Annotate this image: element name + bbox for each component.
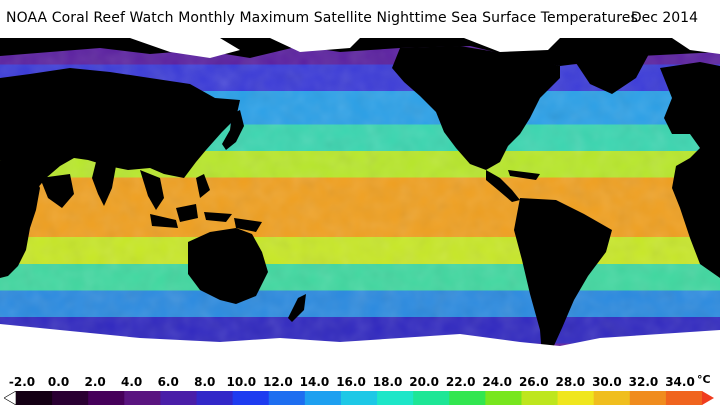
map-date: Dec 2014 <box>630 10 698 26</box>
colorbar-tick-label: 30.0 <box>592 375 622 389</box>
colorbar-segment <box>196 391 234 405</box>
colorbar-segment <box>593 391 631 405</box>
header: NOAA Coral Reef Watch Monthly Maximum Sa… <box>0 0 720 38</box>
colorbar-tick-label: -2.0 <box>8 375 36 389</box>
colorbar-segment <box>232 391 270 405</box>
colorbar-tick-label: 24.0 <box>482 375 513 389</box>
colorbar-segment <box>521 391 559 405</box>
colorbar-tick-label: 12.0 <box>263 375 293 389</box>
colorbar-segment <box>304 391 342 405</box>
sst-map-canvas <box>0 38 720 370</box>
sea-ice <box>0 38 720 370</box>
colorbar-segment <box>16 391 53 405</box>
colorbar-tick-label: 26.0 <box>518 375 549 389</box>
colorbar-segment <box>268 391 306 405</box>
colorbar-segment <box>413 391 450 405</box>
colorbar-tick-label: 16.0 <box>336 375 366 389</box>
colorbar-segment <box>52 391 89 405</box>
colorbar <box>4 391 714 405</box>
colorbar-segment <box>4 391 17 405</box>
colorbar-tick-label: 0.0 <box>47 375 70 389</box>
colorbar-tick-label: 2.0 <box>84 375 106 389</box>
sst-map <box>0 38 720 370</box>
colorbar-unit: °C <box>697 373 711 386</box>
colorbar-segment <box>88 391 125 405</box>
colorbar-tick-label: 32.0 <box>628 375 659 389</box>
colorbar-segment <box>557 391 595 405</box>
colorbar-tick-label: 10.0 <box>226 375 257 389</box>
colorbar-tick-label: 14.0 <box>299 375 330 389</box>
colorbar-segment <box>340 391 378 405</box>
colorbar-segment <box>665 391 703 405</box>
colorbar-tick-label: 34.0 <box>665 375 695 389</box>
colorbar-segment <box>160 391 198 405</box>
colorbar-segment <box>629 391 667 405</box>
colorbar-tick-label: 22.0 <box>445 375 476 389</box>
colorbar-segment <box>485 391 522 405</box>
colorbar-segment <box>377 391 414 405</box>
colorbar-tick-label: 20.0 <box>409 375 439 389</box>
colorbar-tick-label: 28.0 <box>555 375 586 389</box>
colorbar-segment <box>124 391 161 405</box>
colorbar-tick-label: 4.0 <box>121 375 143 389</box>
colorbar-tick-label: 8.0 <box>194 375 216 389</box>
colorbar-tick-label: 18.0 <box>372 375 403 389</box>
colorbar-tick-label: 6.0 <box>157 375 179 389</box>
colorbar-segment <box>702 391 714 405</box>
colorbar-segment <box>449 391 486 405</box>
map-title: NOAA Coral Reef Watch Monthly Maximum Sa… <box>6 10 638 26</box>
